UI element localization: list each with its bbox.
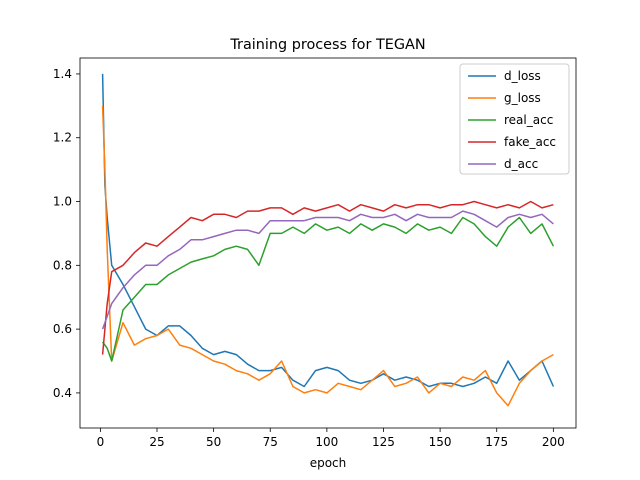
y-tick-label: 0.8	[53, 258, 72, 272]
x-tick-label: 150	[429, 435, 452, 449]
y-tick-label: 0.4	[53, 386, 72, 400]
legend-entry-g_loss: g_loss	[504, 91, 541, 105]
x-tick-label: 125	[372, 435, 395, 449]
x-tick-label: 175	[485, 435, 508, 449]
x-tick-label: 25	[149, 435, 164, 449]
legend-entry-d_loss: d_loss	[504, 69, 541, 83]
y-tick-label: 0.6	[53, 322, 72, 336]
plot-area	[101, 73, 555, 407]
y-axis: 0.4 0.6 0.8 1.0 1.2 1.4	[53, 67, 80, 400]
axes-frame	[79, 57, 577, 429]
x-axis-label: epoch	[310, 456, 347, 470]
legend-entry-d_acc: d_acc	[504, 157, 538, 171]
series-line-fake_acc	[101, 200, 554, 355]
legend-entry-real_acc: real_acc	[504, 113, 553, 127]
series-line-d_acc	[101, 210, 554, 330]
x-tick-label: 50	[206, 435, 221, 449]
y-tick-label: 1.0	[53, 195, 72, 209]
x-axis: 0 25 50 75 100 125 150 175 200	[97, 428, 565, 449]
series-line-real_acc	[101, 216, 555, 362]
x-tick-label: 0	[97, 435, 105, 449]
x-tick-label: 75	[263, 435, 278, 449]
legend-entry-fake_acc: fake_acc	[504, 135, 556, 149]
x-tick-label: 200	[542, 435, 565, 449]
series-line-g_loss	[101, 105, 554, 407]
y-tick-label: 1.4	[53, 67, 72, 81]
y-tick-label: 1.2	[53, 131, 72, 145]
legend-box	[459, 63, 570, 175]
x-tick-label: 100	[315, 435, 338, 449]
legend: d_loss g_loss real_acc fake_acc d_acc	[459, 63, 570, 175]
chart-title: Training process for TEGAN	[229, 37, 425, 53]
